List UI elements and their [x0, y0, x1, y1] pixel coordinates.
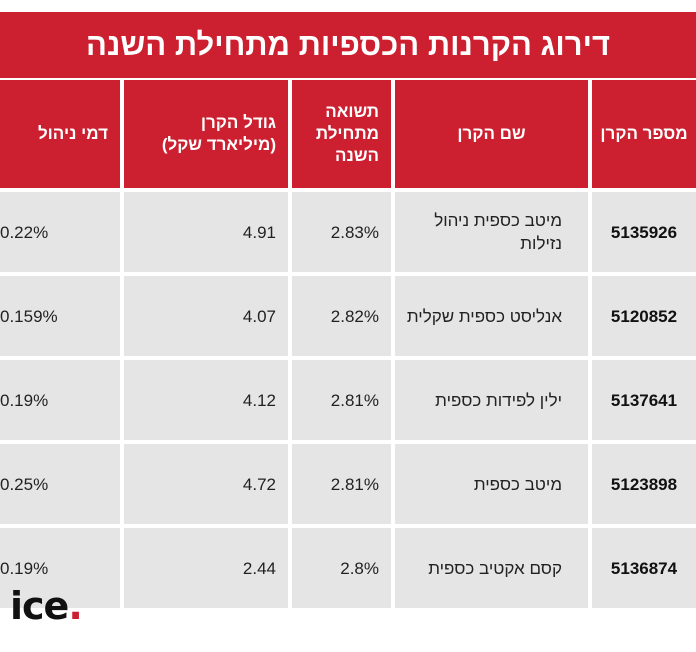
header-fund-number: מספר הקרן [592, 80, 696, 188]
cell-fund-name: מיטב כספית [395, 444, 588, 524]
cell-ytd-return: 2.8% [292, 528, 391, 608]
cell-ytd-return: 2.81% [292, 444, 391, 524]
header-fund-name: שם הקרן [395, 80, 588, 188]
cell-fund-name: אנליסט כספית שקלית [395, 276, 588, 356]
header-ytd-return: תשואה מתחילת השנה [292, 80, 391, 188]
cell-fund-name: קסם אקטיב כספית [395, 528, 588, 608]
cell-fund-number: 5135926 [592, 192, 696, 272]
ice-logo: ice. [10, 584, 83, 628]
cell-ytd-return: 2.83% [292, 192, 391, 272]
cell-fund-size: 4.07 [124, 276, 288, 356]
cell-fund-size: 4.12 [124, 360, 288, 440]
cell-ytd-return: 2.82% [292, 276, 391, 356]
cell-fund-number: 5136874 [592, 528, 696, 608]
cell-mgmt-fee: 0.22% [0, 192, 120, 272]
cell-fund-size: 2.44 [124, 528, 288, 608]
header-fund-size: גודל הקרן (מיליארד שקל) [124, 80, 288, 188]
cell-fund-name: ילין לפידות כספית [395, 360, 588, 440]
cell-fund-number: 5120852 [592, 276, 696, 356]
cell-fund-name: מיטב כספית ניהול נזילות [395, 192, 588, 272]
funds-table: מספר הקרן שם הקרן תשואה מתחילת השנה גודל… [0, 80, 696, 608]
page-title: דירוג הקרנות הכספיות מתחילת השנה [0, 12, 696, 78]
cell-fund-size: 4.72 [124, 444, 288, 524]
cell-mgmt-fee: 0.159% [0, 276, 120, 356]
logo-dot: . [68, 584, 82, 628]
logo-text: ice [10, 584, 69, 628]
cell-ytd-return: 2.81% [292, 360, 391, 440]
cell-fund-number: 5137641 [592, 360, 696, 440]
cell-fund-number: 5123898 [592, 444, 696, 524]
cell-mgmt-fee: 0.25% [0, 444, 120, 524]
cell-mgmt-fee: 0.19% [0, 528, 120, 608]
header-mgmt-fee: דמי ניהול [0, 80, 120, 188]
cell-mgmt-fee: 0.19% [0, 360, 120, 440]
cell-fund-size: 4.91 [124, 192, 288, 272]
